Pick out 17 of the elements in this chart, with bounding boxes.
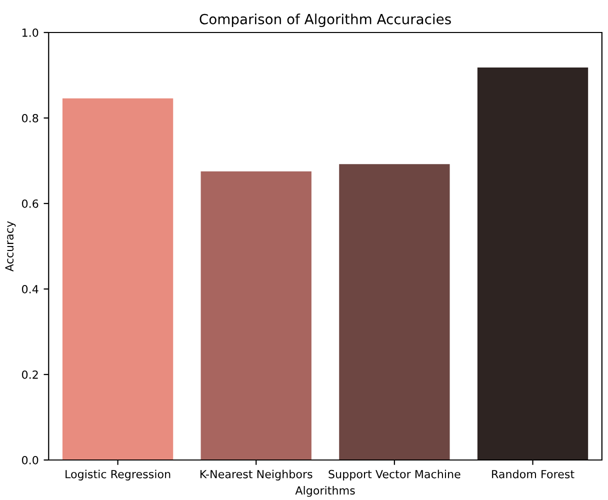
x-tick-label: Random Forest — [492, 470, 574, 478]
bar — [339, 164, 450, 460]
x-axis-title: Algorithms — [295, 486, 355, 497]
bar — [62, 98, 174, 460]
x-tick-label: Logistic Regression — [66, 470, 170, 480]
chart-title: Comparison of Algorithm Accuracies — [200, 14, 451, 28]
y-tick-label: 0.0 — [22, 456, 38, 464]
y-tick-label: 0.4 — [22, 284, 38, 294]
y-tick-label: 0.2 — [22, 370, 38, 379]
x-tick-label: Support Vector Machine — [328, 470, 460, 480]
bar — [200, 171, 312, 460]
y-tick-label: 0.8 — [22, 114, 38, 122]
y-axis-title: Accuracy — [5, 221, 16, 272]
x-tick-label: K-Nearest Neighbors — [200, 470, 312, 480]
bar — [477, 68, 588, 460]
y-tick-label: 0.6 — [22, 199, 38, 208]
y-tick-label: 1.0 — [22, 28, 38, 37]
